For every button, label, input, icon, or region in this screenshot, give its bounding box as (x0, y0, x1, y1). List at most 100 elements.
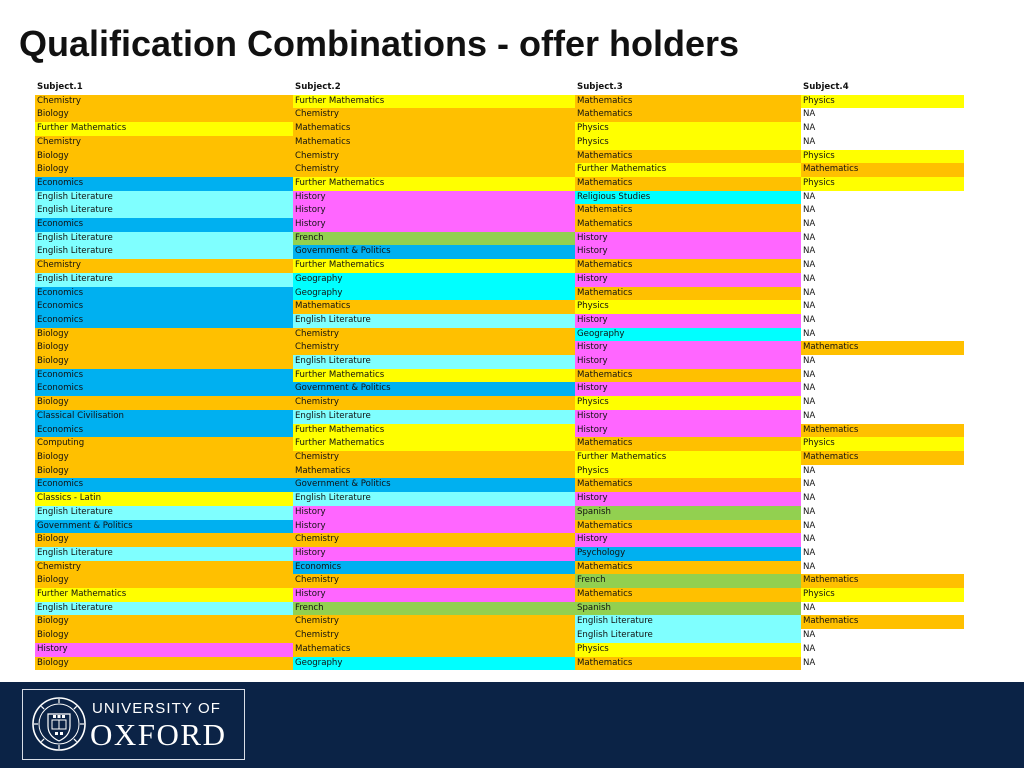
table-row: English Literature History Mathematics NA (35, 204, 964, 219)
subject-4-cell: NA (801, 409, 964, 424)
table-row: Chemistry Mathematics Physics NA (35, 135, 964, 150)
table-row: Biology English Literature History NA (35, 355, 964, 369)
subject-2-cell: Chemistry (293, 163, 575, 177)
subject-2-cell: Chemistry (293, 149, 575, 164)
column-header-subject-2: Subject.2 (293, 81, 575, 95)
column-header-subject-3: Subject.3 (575, 81, 801, 95)
table-row: Biology Mathematics Physics NA (35, 464, 964, 479)
subject-3-cell: Physics (575, 464, 801, 479)
subject-4-cell: NA (801, 519, 964, 534)
table-row: Biology Chemistry Further Mathematics Mathe… (35, 163, 964, 177)
subject-1-cell: English Literature (35, 505, 293, 520)
subject-4-cell: Physics (801, 176, 964, 191)
table-row: Economics Government & Politics Mathematic… (35, 478, 964, 493)
qualification-table-container: Subject.1 Subject.2 Subject.3 Subject.4 … (35, 81, 964, 671)
table-header-row: Subject.1 Subject.2 Subject.3 Subject.4 (35, 81, 964, 95)
subject-1-cell: Classical Civilisation (35, 409, 293, 424)
subject-3-cell: Further Mathematics (575, 163, 801, 177)
table-row: Biology Chemistry Mathematics Physics (35, 149, 964, 164)
subject-3-cell: English Literature (575, 629, 801, 643)
subject-4-cell: Mathematics (801, 615, 964, 630)
subject-3-cell: History (575, 313, 801, 328)
subject-3-cell: History (575, 533, 801, 547)
subject-1-cell: Further Mathematics (35, 122, 293, 136)
university-logo: UNIVERSITY OF OXFORD (22, 689, 245, 760)
subject-2-cell: Economics (293, 560, 575, 575)
subject-2-cell: English Literature (293, 409, 575, 424)
subject-4-cell: NA (801, 464, 964, 479)
subject-3-cell: Geography (575, 327, 801, 342)
subject-1-cell: Economics (35, 313, 293, 328)
subject-1-cell: Biology (35, 629, 293, 643)
logo-text-oxford: OXFORD (90, 717, 227, 752)
subject-4-cell: NA (801, 629, 964, 643)
subject-3-cell: History (575, 341, 801, 356)
subject-4-cell: NA (801, 601, 964, 616)
table-row: Biology Chemistry Physics NA (35, 396, 964, 410)
subject-4-cell: Mathematics (801, 423, 964, 438)
subject-4-cell: NA (801, 122, 964, 136)
subject-1-cell: Economics (35, 176, 293, 191)
subject-4-cell: NA (801, 300, 964, 314)
subject-3-cell: Mathematics (575, 368, 801, 383)
subject-2-cell: Chemistry (293, 574, 575, 589)
table-row: Economics Further Mathematics Mathematics N… (35, 368, 964, 383)
subject-3-cell: Physics (575, 135, 801, 150)
table-row: Biology Geography Mathematics NA (35, 656, 964, 671)
subject-4-cell: Physics (801, 588, 964, 602)
subject-3-cell: Physics (575, 642, 801, 657)
subject-2-cell: Geography (293, 272, 575, 287)
subject-3-cell: History (575, 231, 801, 246)
subject-1-cell: English Literature (35, 190, 293, 205)
subject-2-cell: Mathematics (293, 642, 575, 657)
subject-1-cell: Economics (35, 423, 293, 438)
table-row: English Literature French Spanish NA (35, 601, 964, 616)
subject-2-cell: English Literature (293, 492, 575, 506)
subject-3-cell: Mathematics (575, 437, 801, 451)
subject-4-cell: NA (801, 546, 964, 561)
subject-2-cell: Government & Politics (293, 245, 575, 260)
subject-3-cell: History (575, 382, 801, 397)
subject-1-cell: Computing (35, 437, 293, 451)
subject-1-cell: Biology (35, 355, 293, 369)
subject-1-cell: English Literature (35, 546, 293, 561)
subject-1-cell: Chemistry (35, 560, 293, 575)
table-row: Biology Chemistry Further Mathematics Mathe… (35, 450, 964, 465)
table-row: English Literature French History NA (35, 231, 964, 246)
subject-2-cell: Chemistry (293, 108, 575, 123)
subject-3-cell: Mathematics (575, 560, 801, 575)
subject-2-cell: Chemistry (293, 327, 575, 342)
subject-3-cell: Mathematics (575, 588, 801, 602)
subject-2-cell: Geography (293, 286, 575, 301)
subject-2-cell: History (293, 588, 575, 602)
subject-1-cell: Economics (35, 218, 293, 232)
subject-1-cell: Economics (35, 382, 293, 397)
page-title: Qualification Combinations - offer holde… (19, 23, 740, 64)
table-row: English Literature History Religious Studi… (35, 190, 964, 205)
subject-3-cell: History (575, 355, 801, 369)
subject-2-cell: Further Mathematics (293, 437, 575, 451)
table-row: Biology Chemistry Mathematics NA (35, 108, 964, 123)
subject-3-cell: History (575, 272, 801, 287)
table-row: Biology Chemistry Geography NA (35, 327, 964, 342)
table-row: English Literature Geography History NA (35, 272, 964, 287)
subject-2-cell: Chemistry (293, 396, 575, 410)
subject-4-cell: NA (801, 286, 964, 301)
subject-4-cell: NA (801, 478, 964, 493)
subject-1-cell: English Literature (35, 245, 293, 260)
subject-3-cell: English Literature (575, 615, 801, 630)
table-row: Economics Further Mathematics History Mathe… (35, 423, 964, 438)
table-row: English Literature History Spanish NA (35, 505, 964, 520)
table-row: Biology Chemistry French Mathematics (35, 574, 964, 589)
table-row: Biology Chemistry English Literature NA (35, 629, 964, 643)
subject-1-cell: Further Mathematics (35, 588, 293, 602)
subject-1-cell: Biology (35, 327, 293, 342)
subject-1-cell: Biology (35, 615, 293, 630)
table-row: Further Mathematics History Mathematics Phy… (35, 588, 964, 602)
subject-1-cell: Biology (35, 656, 293, 671)
table-row: Biology Chemistry History Mathematics (35, 341, 964, 356)
subject-1-cell: Chemistry (35, 94, 293, 109)
table-row: History Mathematics Physics NA (35, 642, 964, 657)
subject-2-cell: French (293, 231, 575, 246)
subject-4-cell: NA (801, 492, 964, 506)
